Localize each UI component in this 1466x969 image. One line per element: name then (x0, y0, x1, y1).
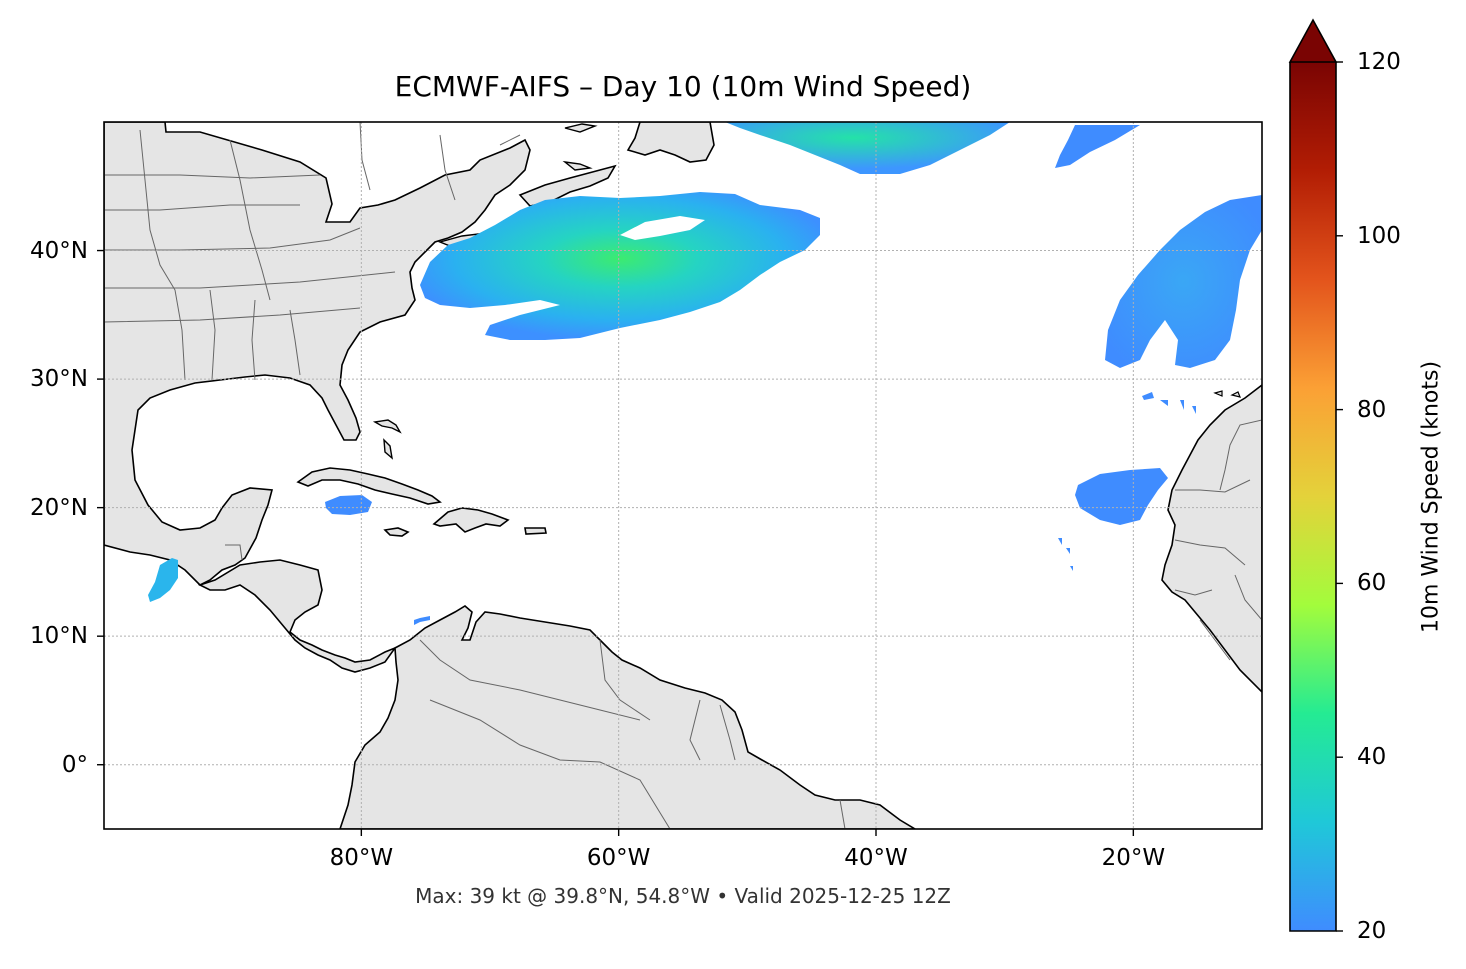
land-newfoundland (626, 122, 715, 163)
wind-area-northeast-band (1055, 125, 1140, 168)
land-puerto-rico (524, 527, 547, 535)
x-tick-label: 40°W (844, 845, 908, 871)
map-footer: Max: 39 kt @ 39.8°N, 54.8°W • Valid 2025… (415, 884, 951, 908)
colorbar-tick-label: 40 (1357, 744, 1387, 771)
land-canary-islands (1213, 390, 1241, 398)
colorbar-frame (1289, 62, 1337, 932)
wind-area-tehuantepec (148, 558, 178, 602)
colorbar-title: 10m Wind Speed (knots) (1418, 360, 1444, 634)
map-content (104, 122, 1262, 829)
colorbar-tick-label: 20 (1357, 918, 1387, 944)
colorbar (1288, 18, 1343, 932)
x-tick-label: 80°W (329, 845, 394, 871)
land-central-america (197, 559, 398, 673)
colorbar-tick-label: 60 (1357, 570, 1387, 597)
wind-area-jet-gap (620, 216, 705, 240)
land-jamaica (383, 527, 410, 537)
land-hispaniola (432, 507, 510, 533)
land-north-america (104, 122, 531, 586)
x-tick-label: 60°W (586, 845, 651, 871)
land-pei (562, 160, 593, 171)
wind-area-canary (1075, 468, 1168, 525)
map-title: ECMWF-AIFS – Day 10 (10m Wind Speed) (394, 70, 972, 103)
wind-area-north-atlantic-jet (420, 192, 820, 340)
land-bahamas (372, 419, 402, 460)
political-borders (104, 122, 1262, 829)
x-axis-ticks (360, 829, 1135, 836)
y-tick-label: 20°N (30, 494, 88, 521)
land-anticosti (564, 123, 598, 133)
y-tick-label: 0° (61, 751, 88, 778)
map-frame (103, 121, 1263, 830)
colorbar-extend-triangle (1288, 18, 1338, 63)
land-cuba (296, 467, 442, 505)
colorbar-tick-label: 80 (1357, 396, 1387, 423)
colorbar-ticks (1336, 61, 1343, 932)
colorbar-tick-label: 120 (1357, 49, 1401, 75)
y-tick-label: 40°N (30, 237, 88, 264)
y-tick-label: 30°N (30, 366, 88, 393)
x-tick-label: 20°W (1101, 845, 1166, 871)
wind-area-north-central-band (725, 122, 1010, 174)
y-axis-ticks (97, 249, 104, 766)
wind-area-northeast-corner (1105, 195, 1262, 368)
gridlines (104, 122, 1262, 829)
land-south-america (339, 605, 917, 829)
y-tick-label: 10°N (30, 623, 88, 650)
colorbar-bar (1290, 62, 1336, 931)
land-west-africa (1161, 383, 1262, 694)
colorbar-tick-label: 100 (1357, 222, 1401, 249)
wind-area-caribbean-speck (414, 616, 430, 625)
wind-area-cayman (325, 495, 372, 515)
